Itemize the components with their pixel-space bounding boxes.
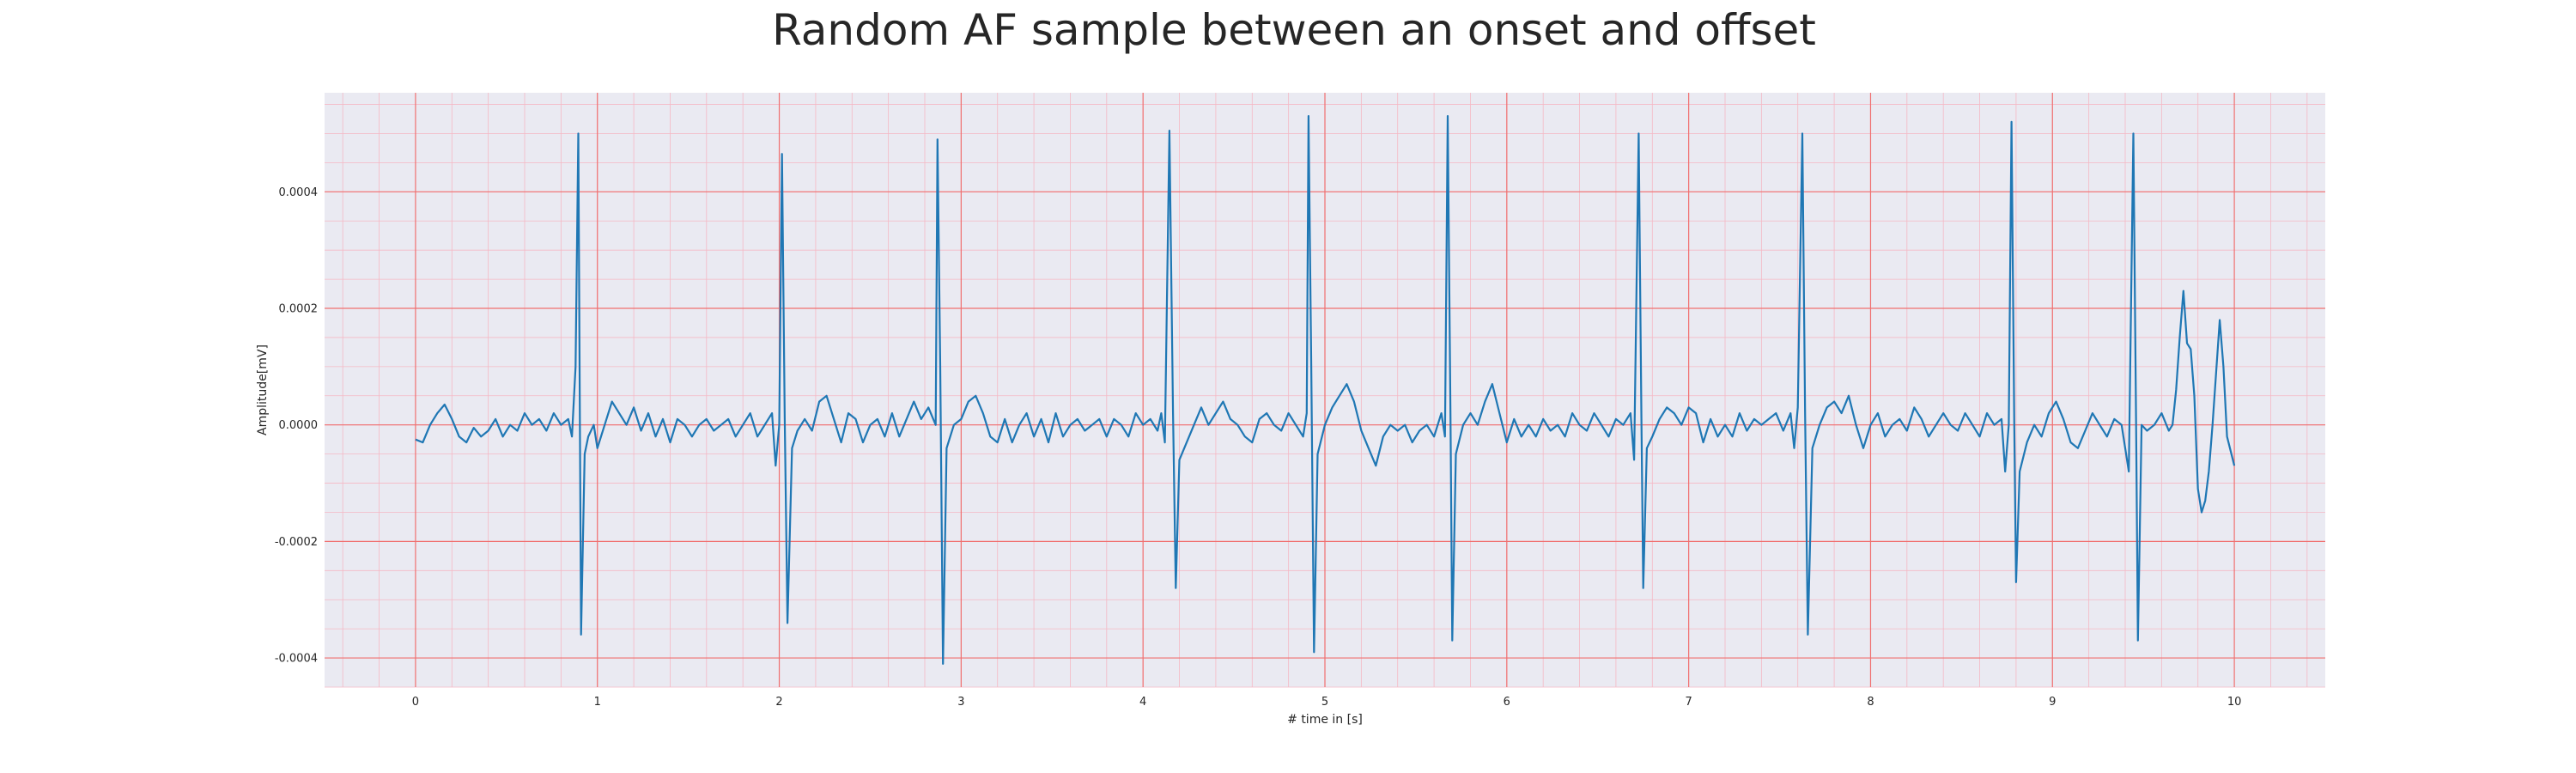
x-axis-label: # time in [s] [1287, 713, 1363, 727]
y-tick-label: 0.0002 [279, 303, 319, 316]
major-grid [325, 93, 2325, 687]
y-axis-ticks: -0.0004 -0.0002 0.0000 0.0002 0.0004 [275, 186, 318, 666]
series-layer [415, 115, 2236, 665]
y-tick-label: -0.0004 [275, 653, 318, 666]
x-tick-label: 4 [1139, 696, 1146, 709]
y-tick-label: 0.0000 [279, 419, 319, 432]
series-line [415, 115, 2236, 665]
x-tick-label: 7 [1685, 696, 1692, 709]
chart-title: Random AF sample between an onset and of… [772, 5, 1816, 55]
x-tick-label: 8 [1867, 696, 1874, 709]
x-tick-label: 2 [775, 696, 782, 709]
y-tick-label: -0.0002 [275, 536, 318, 549]
x-tick-label: 1 [594, 696, 601, 709]
x-tick-label: 9 [2049, 696, 2056, 709]
x-tick-label: 6 [1504, 696, 1510, 709]
y-tick-label: 0.0004 [279, 186, 319, 199]
x-tick-label: 5 [1321, 696, 1328, 709]
y-axis-label: Amplitude[mV] [256, 344, 270, 435]
x-tick-label: 10 [2227, 696, 2242, 709]
x-tick-label: 3 [957, 696, 964, 709]
x-tick-label: 0 [412, 696, 419, 709]
x-axis-ticks: 0 1 2 3 4 5 6 7 8 9 10 [412, 696, 2242, 709]
